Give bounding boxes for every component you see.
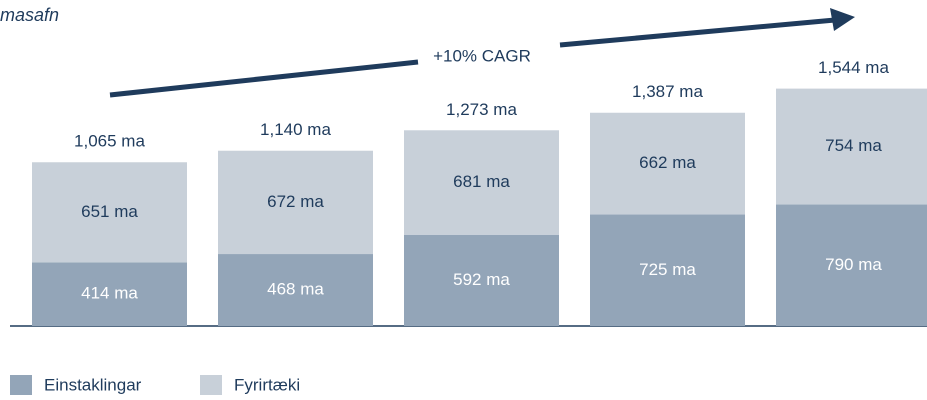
bar-segment (32, 162, 187, 263)
total-label: 1,140 ma (260, 120, 331, 139)
value-label: 468 ma (267, 280, 324, 299)
bar-segment (218, 254, 373, 326)
value-label: 651 ma (81, 202, 138, 221)
value-label: 754 ma (825, 136, 882, 155)
bar-segment (404, 234, 559, 326)
bar-segment (32, 262, 187, 326)
cagr-arrow (109, 8, 855, 98)
value-label: 414 ma (81, 284, 138, 303)
total-label: 1,065 ma (74, 132, 145, 151)
value-label: 725 ma (639, 260, 696, 279)
bar-segment (776, 88, 927, 205)
annotation: +10% CAGR (433, 46, 531, 65)
legend-label: Einstaklingar (44, 375, 142, 394)
value-label: 662 ma (639, 153, 696, 172)
total-label: 1,544 ma (818, 58, 889, 77)
total-label: 1,387 ma (632, 82, 703, 101)
bar-segment (218, 150, 373, 255)
chart-title: masafn (0, 5, 59, 25)
value-label: 672 ma (267, 192, 324, 211)
bar-segment (776, 204, 927, 326)
legend-swatch (10, 375, 32, 395)
legend-swatch (200, 375, 222, 395)
value-label: 681 ma (453, 172, 510, 191)
total-label: 1,273 ma (446, 100, 517, 119)
bar-segment (404, 130, 559, 235)
legend-label: Fyrirtæki (234, 375, 300, 394)
bar-segment (590, 112, 745, 215)
value-label: 790 ma (825, 255, 882, 274)
value-label: 592 ma (453, 270, 510, 289)
bar-segment (590, 214, 745, 326)
